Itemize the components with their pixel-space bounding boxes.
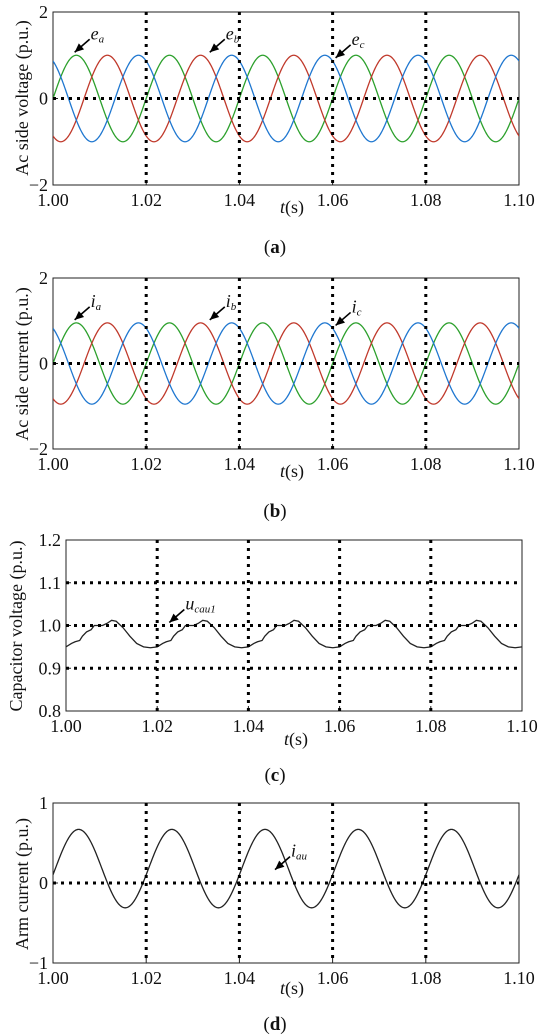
x-axis-label: t(s) [280, 461, 304, 482]
x-tick-label: 1.06 [324, 716, 356, 736]
series-label-i-a: ia [91, 291, 102, 313]
x-axis-label: t(s) [280, 978, 304, 999]
series-line-e-b [53, 54, 519, 143]
series-label-u-cau1: ucau1 [185, 594, 215, 616]
y-tick-label: 2 [39, 2, 48, 22]
y-axis-label: Ac side current (p.u.) [12, 287, 33, 440]
x-axis-label: t(s) [280, 197, 304, 218]
chart-panel-c: 1.00 1.02 1.04 1.06 1.08 1.10 1.2 1.1 1.0 0.9 0.8 u… [6, 530, 538, 786]
annotation-arrowhead [209, 310, 220, 320]
x-tick-label: 1.04 [233, 716, 265, 736]
y-tick-label: −2 [29, 175, 48, 195]
x-tick-label: 1.10 [506, 716, 538, 736]
chart-panel-b: 1.00 1.02 1.04 1.06 1.08 1.10 2 0 −2 ia ib ic t(s) Ac… [12, 268, 535, 522]
series-line-u-cau1 [66, 619, 522, 649]
series-group [66, 619, 522, 649]
x-tick-label: 1.06 [317, 968, 349, 988]
x-tick-label: 1.00 [37, 454, 69, 474]
y-tick-label: 0 [39, 873, 48, 893]
panel-caption: (a) [264, 237, 286, 258]
x-tick-label: 1.00 [37, 968, 69, 988]
x-tick-label: 1.00 [37, 190, 69, 210]
series-label-e-b: eb [226, 23, 240, 45]
panel-caption: (c) [264, 765, 285, 786]
series-group [53, 828, 519, 909]
y-axis-label: Ac side voltage (p.u.) [12, 20, 33, 175]
x-tick-label: 1.00 [50, 716, 82, 736]
annotation-arrowhead [275, 860, 285, 870]
annotation-arrowhead [209, 43, 220, 53]
annotation-arrowhead [335, 48, 346, 58]
y-tick-label: 0.8 [39, 701, 62, 721]
series-label-i-c: ic [352, 296, 362, 318]
y-tick-label: 1.0 [39, 616, 62, 636]
annotation-arrowhead [169, 613, 179, 623]
x-tick-label: 1.08 [410, 454, 442, 474]
series-line-i-b [53, 322, 519, 405]
y-tick-label: −1 [29, 953, 48, 973]
x-tick-label: 1.04 [224, 968, 256, 988]
y-tick-label: 1 [39, 793, 48, 813]
y-tick-label: −2 [29, 439, 48, 459]
series-line-e-c [53, 54, 519, 143]
series-line-i-c [53, 322, 519, 405]
y-tick-label: 0 [39, 89, 48, 109]
series-line-i-au [53, 828, 519, 909]
annotation-arrowhead [74, 43, 85, 53]
y-tick-label: 0 [39, 354, 48, 374]
y-tick-label: 2 [39, 268, 48, 288]
x-tick-label: 1.08 [415, 716, 447, 736]
x-tick-label: 1.10 [503, 968, 535, 988]
annotation-arrowhead [335, 316, 346, 326]
x-tick-label: 1.02 [130, 190, 162, 210]
x-tick-label: 1.02 [141, 716, 173, 736]
series-label-e-c: ec [352, 29, 365, 51]
panel-caption: (d) [263, 1014, 286, 1035]
panel-caption: (b) [263, 501, 286, 522]
chart-panel-d: 1.00 1.02 1.04 1.06 1.08 1.10 1 0 −1 iau t(s) Arm c… [12, 793, 535, 1035]
x-tick-label: 1.06 [317, 190, 349, 210]
y-axis-label: Arm current (p.u.) [12, 818, 33, 950]
x-tick-label: 1.04 [224, 454, 256, 474]
chart-panel-a: 1.00 1.02 1.04 1.06 1.08 1.10 2 0 −2 ea eb ec t(s) Ac… [12, 2, 535, 258]
plot-frame [65, 539, 523, 712]
series-label-e-a: ea [91, 23, 105, 45]
y-tick-label: 1.2 [39, 530, 62, 550]
x-tick-label: 1.10 [503, 454, 535, 474]
x-tick-label: 1.02 [130, 968, 162, 988]
y-axis-label: Capacitor voltage (p.u.) [6, 541, 27, 712]
annotation-arrowhead [74, 310, 85, 320]
y-tick-label: 1.1 [39, 573, 62, 593]
x-axis-label: t(s) [284, 729, 308, 750]
series-label-i-au: iau [291, 841, 308, 863]
x-tick-label: 1.06 [317, 454, 349, 474]
y-tick-label: 0.9 [39, 658, 62, 678]
x-tick-label: 1.08 [410, 968, 442, 988]
series-label-i-b: ib [226, 291, 237, 313]
x-tick-label: 1.10 [503, 190, 535, 210]
x-tick-label: 1.08 [410, 190, 442, 210]
x-tick-label: 1.02 [130, 454, 162, 474]
x-tick-label: 1.04 [224, 190, 256, 210]
